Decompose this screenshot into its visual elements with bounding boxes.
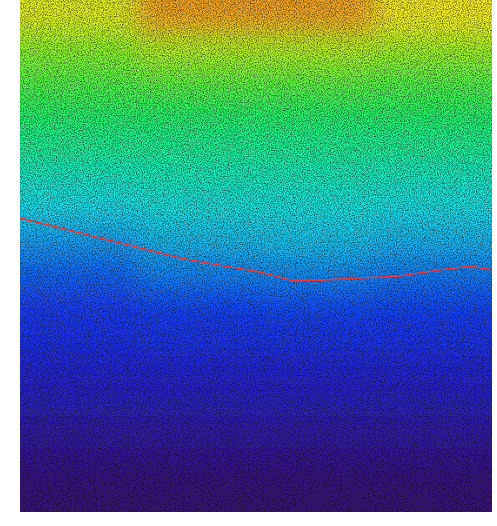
figure [0, 0, 497, 526]
noise-texture [20, 0, 492, 512]
plot-area [20, 0, 492, 512]
heatmap [20, 0, 492, 512]
boundary-line [20, 218, 492, 280]
